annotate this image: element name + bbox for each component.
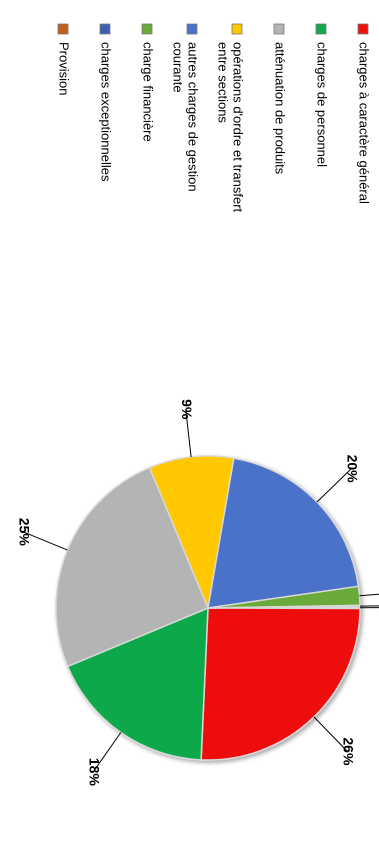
legend-swatch <box>273 23 285 35</box>
slice-value-label: 9% <box>179 399 195 420</box>
legend-item: Provision <box>57 23 72 95</box>
legend-label: autres charges de gestion <box>186 42 201 192</box>
pie-slice <box>66 606 209 761</box>
slice-value-label: 26% <box>341 737 357 766</box>
slice-value-labels: 26%18%25%9%20%2%0%0% <box>16 399 361 787</box>
legend-label: charges à caractère général <box>357 42 372 204</box>
slice-leader-line <box>359 605 379 607</box>
legend-swatch <box>57 23 69 35</box>
legend-label: entre sections <box>216 42 231 123</box>
slice-leader-line <box>313 716 348 752</box>
legend-label: charges de personnel <box>315 42 330 167</box>
slice-leader-lines <box>22 409 379 773</box>
legend-swatch <box>315 23 327 35</box>
legend-swatch <box>186 23 198 35</box>
legend-label: charge financière <box>141 42 156 142</box>
legend-swatch <box>357 23 369 35</box>
legend-item: charge financière <box>141 23 156 142</box>
slice-value-label: 18% <box>87 758 103 787</box>
legend-label: charges exceptionnelles <box>99 42 114 182</box>
slice-value-label: 20% <box>345 455 361 484</box>
slice-leader-line <box>316 468 352 503</box>
legend-item: charges exceptionnelles <box>99 23 114 182</box>
legend-label: atténuation de produits <box>273 42 288 175</box>
legend-swatch <box>141 23 153 35</box>
legend-label: opérations d'ordre et transfert <box>231 42 246 213</box>
legend-label: courante <box>171 42 186 93</box>
pie-slice <box>207 606 361 610</box>
slice-leader-line <box>359 593 379 597</box>
legend-swatch <box>99 23 111 35</box>
legend-item: charges à caractère général <box>357 23 372 204</box>
slice-leader-line <box>22 531 68 551</box>
legend-item: charges de personnel <box>315 23 330 167</box>
pie-slice <box>207 457 360 609</box>
legend-item: atténuation de produits <box>273 23 288 175</box>
slice-leader-line <box>185 409 192 457</box>
legend-label: Provision <box>57 42 72 95</box>
slice-value-label: 25% <box>16 518 32 547</box>
legend-swatch <box>231 23 243 35</box>
pie-slice <box>200 604 361 761</box>
pie-slice <box>148 455 235 611</box>
pie-slices <box>55 455 361 761</box>
slice-leader-line <box>92 732 122 773</box>
legend: charges à caractère général charges de pe… <box>57 23 372 213</box>
